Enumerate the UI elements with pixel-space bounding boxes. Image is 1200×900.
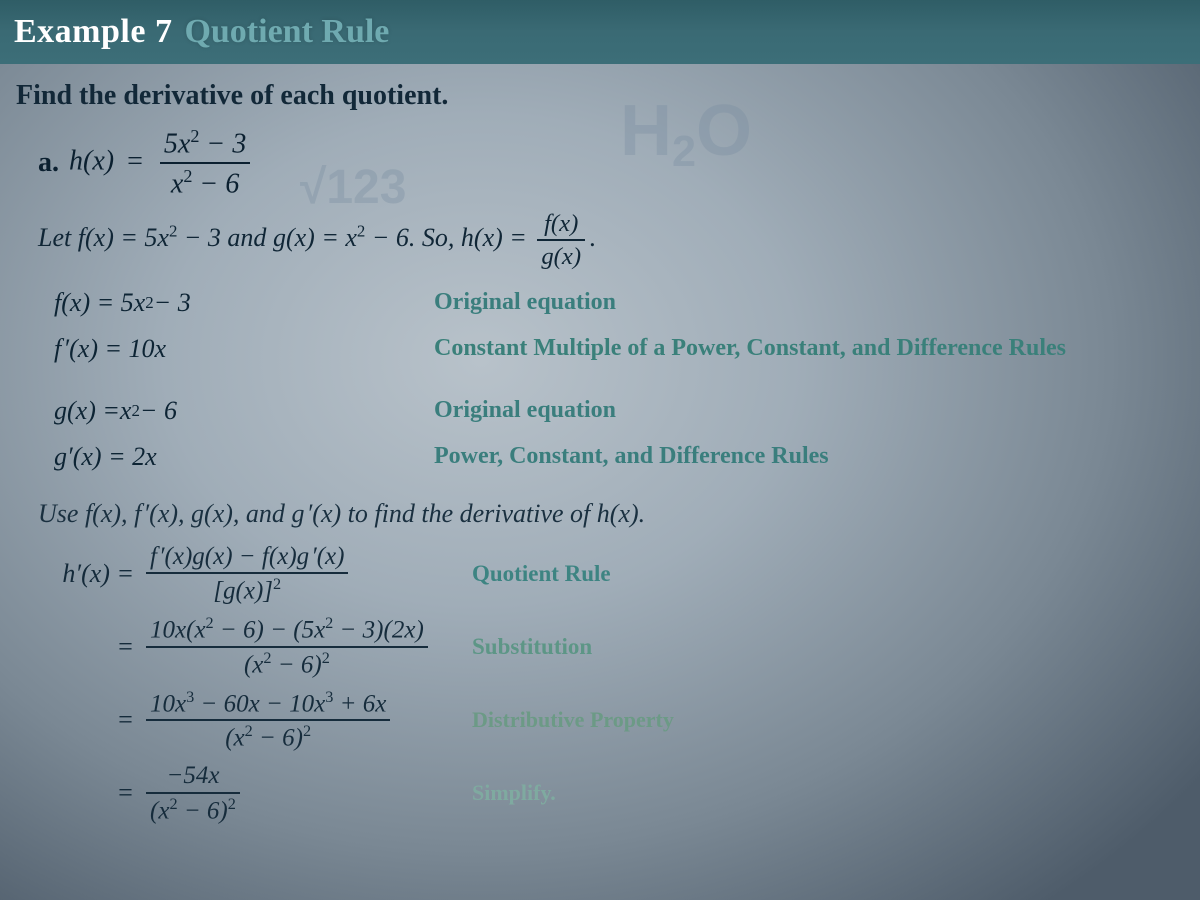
setup-frac-den: g(x)	[537, 241, 585, 270]
problem-numerator: 5x2 − 3	[160, 126, 250, 162]
step-1-label: Substitution	[472, 634, 1182, 660]
deriv-label-0: Original equation	[434, 289, 1182, 316]
deriv-row-3: g′(x) = 2x Power, Constant, and Differen…	[54, 437, 1182, 477]
step-3-label: Simplify.	[472, 780, 1182, 806]
use-line: Use f(x), f ′(x), g(x), and g ′(x) to fi…	[38, 499, 1182, 529]
step-2-label: Distributive Property	[472, 707, 1182, 733]
step-3-math: −54x (x2 − 6)2	[142, 762, 472, 824]
deriv-lhs-1: f ′(x) = 10x	[54, 334, 434, 364]
example-number: Example 7	[14, 13, 172, 51]
step-2-eq: =	[14, 705, 142, 735]
deriv-label-1: Constant Multiple of a Power, Constant, …	[434, 335, 1182, 362]
deriv-row-1: f ′(x) = 10x Constant Multiple of a Powe…	[54, 329, 1182, 369]
step-1: = 10x(x2 − 6) − (5x2 − 3)(2x) (x2 − 6)2 …	[14, 615, 1182, 679]
deriv-lhs-2: g(x) = x2 − 6	[54, 396, 434, 426]
textbook-page: H2O √123 Example 7 Quotient Rule Find th…	[0, 0, 1200, 900]
deriv-lhs-0: f(x) = 5x2 − 3	[54, 288, 434, 318]
deriv-row-0: f(x) = 5x2 − 3 Original equation	[54, 283, 1182, 323]
prompt-text: Find the derivative of each quotient.	[16, 80, 1182, 112]
example-subtitle: Quotient Rule	[184, 13, 389, 51]
deriv-lhs-3: g′(x) = 2x	[54, 442, 434, 472]
problem-fraction: 5x2 − 3 x2 − 6	[160, 126, 250, 200]
deriv-label-3: Power, Constant, and Difference Rules	[434, 443, 1182, 470]
step-1-eq: =	[14, 632, 142, 662]
step-0: h′(x) = f ′(x)g(x) − f(x)g ′(x) [g(x)]2 …	[14, 543, 1182, 605]
part-label: a.	[38, 147, 59, 179]
setup-frac-num: f(x)	[540, 210, 582, 239]
step-3-eq: =	[14, 778, 142, 808]
problem-denominator: x2 − 6	[167, 164, 243, 200]
deriv-row-2: g(x) = x2 − 6 Original equation	[54, 391, 1182, 431]
problem-a: a. h(x) = 5x2 − 3 x2 − 6	[38, 126, 1182, 200]
step-0-math: f ′(x)g(x) − f(x)g ′(x) [g(x)]2	[142, 543, 472, 605]
step-1-math: 10x(x2 − 6) − (5x2 − 3)(2x) (x2 − 6)2	[142, 615, 472, 679]
deriv-label-2: Original equation	[434, 397, 1182, 424]
content-area: Find the derivative of each quotient. a.…	[0, 64, 1200, 900]
step-2-math: 10x3 − 60x − 10x3 + 6x (x2 − 6)2	[142, 689, 472, 753]
setup-line: Let f(x) = 5x2 − 3 and g(x) = x2 − 6. So…	[38, 210, 1182, 270]
step-0-eq: h′(x) =	[14, 559, 142, 589]
example-header: Example 7 Quotient Rule	[0, 0, 1200, 64]
step-2: = 10x3 − 60x − 10x3 + 6x (x2 − 6)2 Distr…	[14, 689, 1182, 753]
step-3: = −54x (x2 − 6)2 Simplify.	[14, 762, 1182, 824]
step-0-label: Quotient Rule	[472, 561, 1182, 587]
